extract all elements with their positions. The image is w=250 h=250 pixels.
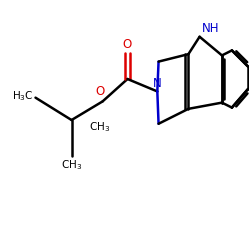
Text: O: O (123, 38, 132, 51)
Text: O: O (96, 86, 105, 98)
Text: N: N (153, 77, 162, 90)
Text: $\mathsf{H_3C}$: $\mathsf{H_3C}$ (12, 90, 34, 103)
Text: NH: NH (202, 22, 219, 35)
Text: $\mathsf{CH_3}$: $\mathsf{CH_3}$ (89, 120, 110, 134)
Text: $\mathsf{CH_3}$: $\mathsf{CH_3}$ (61, 158, 82, 172)
